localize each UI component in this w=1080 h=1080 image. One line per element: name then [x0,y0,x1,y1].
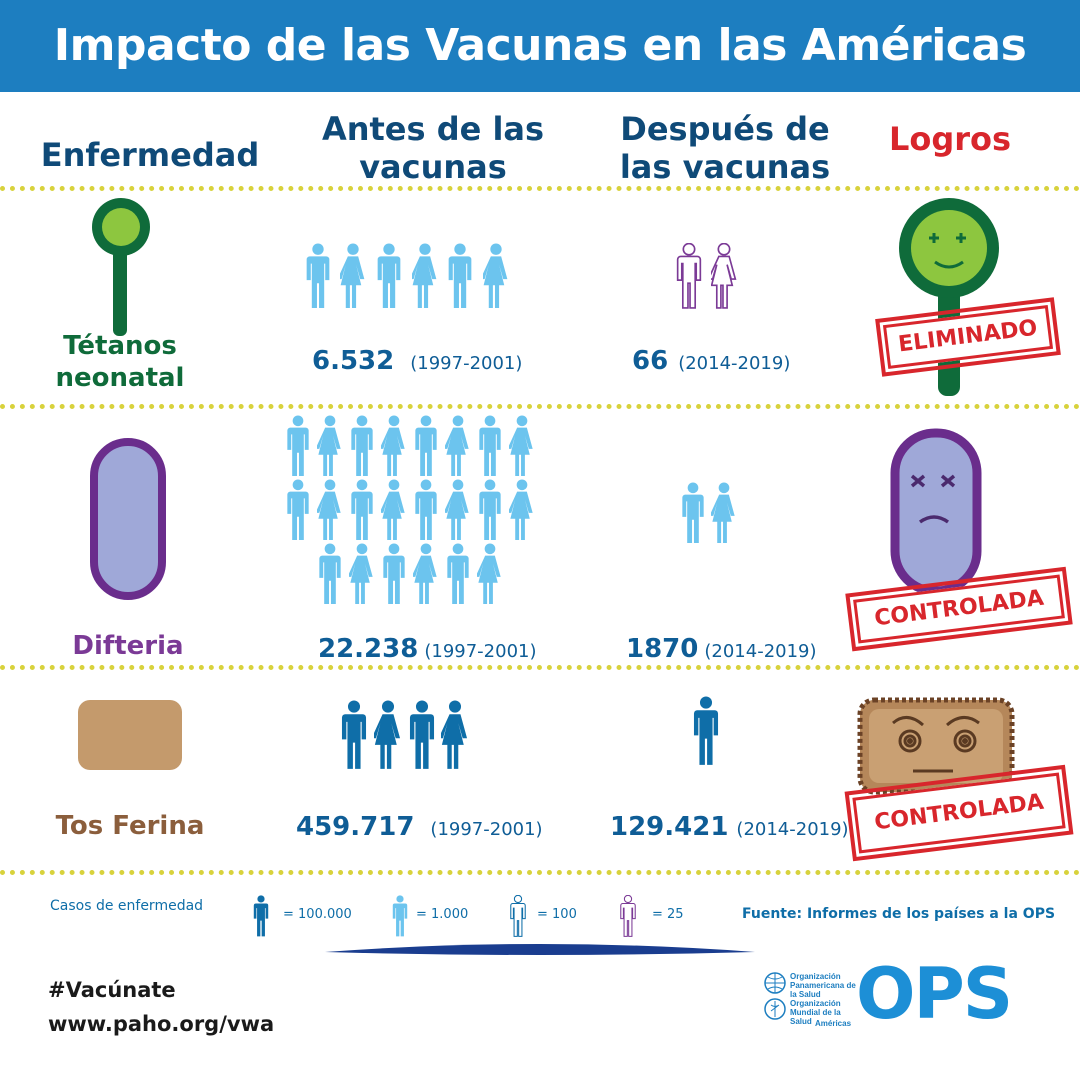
website-link[interactable]: www.paho.org/vwa [48,1012,275,1036]
before-period: (1997-2001) [430,819,543,840]
after-figures-pertussis [693,696,719,765]
tetanus-happy-face-icon [899,198,999,396]
before-period: (1997-2001) [424,641,537,662]
legend-value-100: = 100 [537,907,577,922]
column-heading-after: Después de las vacunas [619,110,831,186]
decorative-swoosh [325,944,755,955]
after-value: 129.421 [610,812,729,842]
before-figures-pertussis [341,700,468,769]
column-heading-achievements: Logros [888,120,1012,158]
diphtheria-sad-face-icon [890,428,982,596]
status-label: CONTROLADA [853,574,1066,644]
before-count-diphtheria: 22.238 (1997-2001) [318,634,537,664]
who-emblem-icon [764,998,786,1020]
after-count-tetanus: 66 (2014-2019) [632,346,790,376]
column-heading-disease: Enfermedad [40,136,260,174]
before-value: 459.717 [296,812,415,842]
before-value: 22.238 [318,634,419,664]
hashtag: #Vacúnate [48,978,176,1002]
tetanus-bacterium-icon [92,198,150,336]
separator-3 [0,665,1080,670]
pertussis-dizzy-face-icon [857,697,1015,795]
legend-value-1000: = 1.000 [416,907,469,922]
org-name-who: Organización Mundial de la Salud [790,999,841,1026]
before-figures-diphtheria [287,415,533,605]
before-value: 6.532 [312,346,395,376]
org-region: Américas [815,1019,852,1028]
after-value: 1870 [626,634,699,664]
legend-value-100000: = 100.000 [283,907,352,922]
person-light-blue-icon [392,895,408,937]
before-period: (1997-2001) [410,353,523,374]
disease-name-diphtheria: Difteria [72,631,184,661]
after-count-pertussis: 129.421 (2014-2019) [610,812,849,842]
column-heading-before: Antes de las vacunas [321,110,545,186]
separator-4 [0,870,1080,875]
separator-2 [0,404,1080,409]
title-banner: Impacto de las Vacunas en las Américas [0,0,1080,92]
status-label: ELIMINADO [882,305,1053,369]
ops-logo: OPS [856,953,1013,1035]
person-outline-purple-icon [620,895,636,937]
separator-1 [0,186,1080,191]
before-count-tetanus: 6.532 (1997-2001) [312,346,522,376]
after-value: 66 [632,346,669,376]
pertussis-bacterium-icon [78,700,182,770]
person-outline-blue-icon [510,895,526,937]
legend-source: Fuente: Informes de los países a la OPS [742,906,1056,922]
after-period: (2014-2019) [704,641,817,662]
disease-name-tetanus: Tétanos neonatal [55,331,185,393]
org-name-paho: Organización Panamericana de la Salud [790,972,856,999]
after-figures-tetanus [676,243,737,309]
before-count-pertussis: 459.717 (1997-2001) [296,812,543,842]
before-figures-tetanus [306,243,508,308]
legend-value-25: = 25 [652,907,684,922]
disease-name-pertussis: Tos Ferina [55,811,205,841]
page-title: Impacto de las Vacunas en las Américas [53,20,1027,71]
diphtheria-bacterium-icon [90,438,166,600]
after-period: (2014-2019) [678,353,791,374]
paho-globe-icon [764,972,786,994]
after-figures-diphtheria [682,482,735,544]
status-stamp-diphtheria: CONTROLADA [845,566,1073,652]
after-count-diphtheria: 1870 (2014-2019) [626,634,817,664]
after-period: (2014-2019) [736,819,849,840]
legend-label: Casos de enfermedad [50,898,204,914]
person-dark-blue-icon [253,895,269,937]
